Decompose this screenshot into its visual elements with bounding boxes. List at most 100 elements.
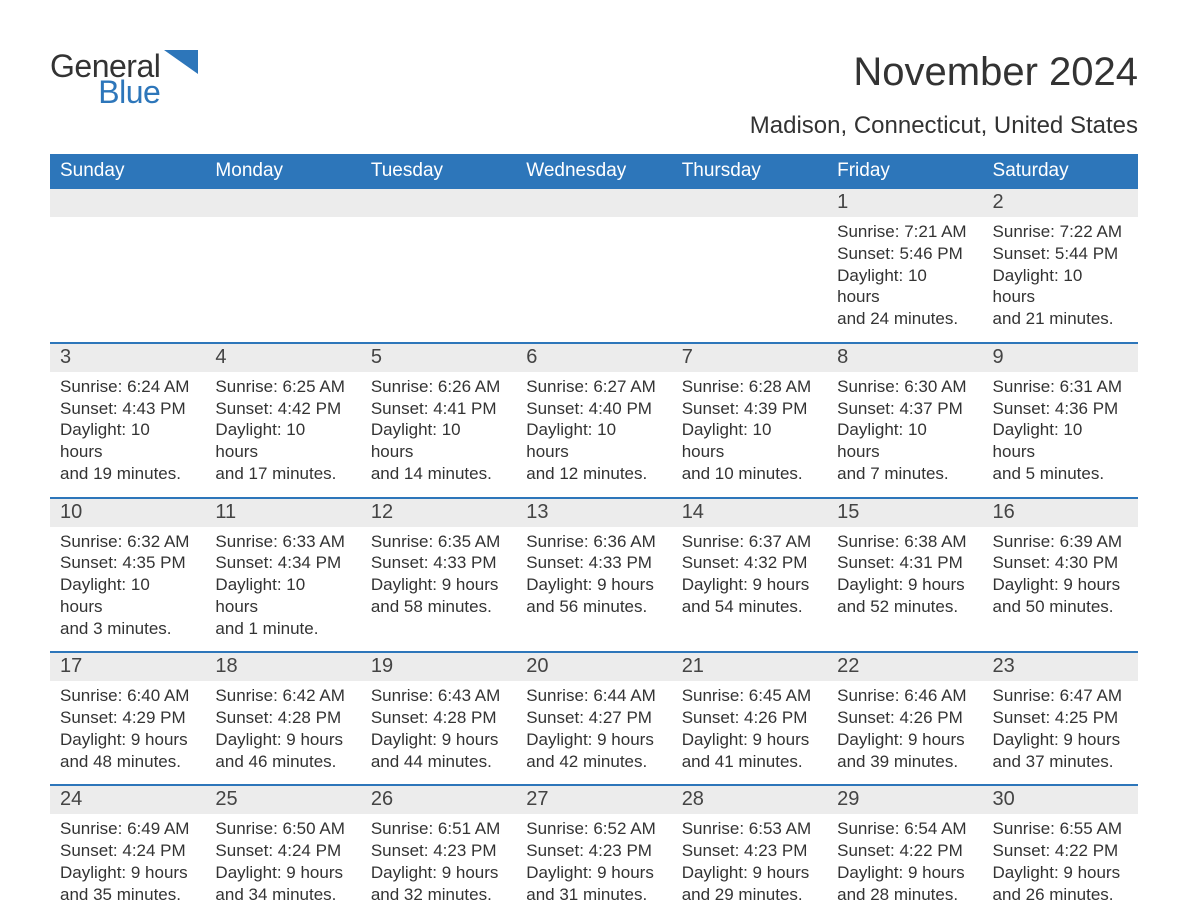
day-body: Sunrise: 6:45 AMSunset: 4:26 PMDaylight:… xyxy=(672,681,827,784)
day-cell: 4Sunrise: 6:25 AMSunset: 4:42 PMDaylight… xyxy=(205,344,360,497)
day-number: 17 xyxy=(60,655,82,677)
day-sunrise: Sunrise: 7:22 AM xyxy=(993,221,1128,243)
dow-friday: Friday xyxy=(827,154,982,189)
day-sunrise: Sunrise: 6:46 AM xyxy=(837,685,972,707)
day-body: Sunrise: 6:55 AMSunset: 4:22 PMDaylight:… xyxy=(983,814,1138,917)
day-cell: 20Sunrise: 6:44 AMSunset: 4:27 PMDayligh… xyxy=(516,653,671,784)
day-cell: 30Sunrise: 6:55 AMSunset: 4:22 PMDayligh… xyxy=(983,786,1138,917)
day-number: 3 xyxy=(60,346,71,368)
day-number: 22 xyxy=(837,655,859,677)
day-sunrise: Sunrise: 6:24 AM xyxy=(60,376,195,398)
day-daylight1: Daylight: 10 hours xyxy=(371,419,506,463)
day-body: Sunrise: 6:40 AMSunset: 4:29 PMDaylight:… xyxy=(50,681,205,784)
day-body: Sunrise: 6:36 AMSunset: 4:33 PMDaylight:… xyxy=(516,527,671,630)
day-number-bar: 1 xyxy=(827,189,982,217)
day-daylight1: Daylight: 9 hours xyxy=(371,729,506,751)
day-number: 5 xyxy=(371,346,382,368)
day-daylight1: Daylight: 9 hours xyxy=(993,574,1128,596)
day-sunset: Sunset: 4:42 PM xyxy=(215,398,350,420)
day-cell: 8Sunrise: 6:30 AMSunset: 4:37 PMDaylight… xyxy=(827,344,982,497)
day-sunrise: Sunrise: 6:52 AM xyxy=(526,818,661,840)
brand-mark-icon xyxy=(164,50,198,74)
day-number: 29 xyxy=(837,788,859,810)
day-number-bar: 17 xyxy=(50,653,205,681)
day-number: 24 xyxy=(60,788,82,810)
day-number-bar: 16 xyxy=(983,499,1138,527)
week-row: 1Sunrise: 7:21 AMSunset: 5:46 PMDaylight… xyxy=(50,189,1138,342)
day-body: Sunrise: 6:37 AMSunset: 4:32 PMDaylight:… xyxy=(672,527,827,630)
day-daylight1: Daylight: 9 hours xyxy=(215,729,350,751)
day-sunset: Sunset: 4:37 PM xyxy=(837,398,972,420)
day-number-bar: 11 xyxy=(205,499,360,527)
day-body: Sunrise: 6:46 AMSunset: 4:26 PMDaylight:… xyxy=(827,681,982,784)
day-daylight2: and 26 minutes. xyxy=(993,884,1128,906)
day-daylight1: Daylight: 10 hours xyxy=(60,419,195,463)
day-daylight1: Daylight: 9 hours xyxy=(837,574,972,596)
day-number-bar: 3 xyxy=(50,344,205,372)
day-number-bar: 9 xyxy=(983,344,1138,372)
day-cell: 19Sunrise: 6:43 AMSunset: 4:28 PMDayligh… xyxy=(361,653,516,784)
day-body: Sunrise: 6:25 AMSunset: 4:42 PMDaylight:… xyxy=(205,372,360,497)
day-daylight1: Daylight: 10 hours xyxy=(993,419,1128,463)
day-cell: 15Sunrise: 6:38 AMSunset: 4:31 PMDayligh… xyxy=(827,499,982,652)
day-daylight1: Daylight: 10 hours xyxy=(682,419,817,463)
brand-text: General Blue xyxy=(50,50,160,108)
day-number-bar: 27 xyxy=(516,786,671,814)
day-sunrise: Sunrise: 6:40 AM xyxy=(60,685,195,707)
day-daylight2: and 12 minutes. xyxy=(526,463,661,485)
day-number: 21 xyxy=(682,655,704,677)
day-sunrise: Sunrise: 6:51 AM xyxy=(371,818,506,840)
day-number: 26 xyxy=(371,788,393,810)
day-body: Sunrise: 6:24 AMSunset: 4:43 PMDaylight:… xyxy=(50,372,205,497)
day-number-bar: 6 xyxy=(516,344,671,372)
day-cell: 17 Sunrise: 6:40 AMSunset: 4:29 PMDayligh… xyxy=(50,653,205,784)
day-daylight2: and 35 minutes. xyxy=(60,884,195,906)
day-sunset: Sunset: 4:26 PM xyxy=(837,707,972,729)
day-sunrise: Sunrise: 6:45 AM xyxy=(682,685,817,707)
day-number: 14 xyxy=(682,501,704,523)
day-sunset: Sunset: 4:34 PM xyxy=(215,552,350,574)
day-number-bar: 22 xyxy=(827,653,982,681)
header-row: General Blue November 2024 xyxy=(50,50,1138,108)
day-daylight2: and 44 minutes. xyxy=(371,751,506,773)
week-row: 3 Sunrise: 6:24 AMSunset: 4:43 PMDaylight… xyxy=(50,342,1138,497)
day-sunrise: Sunrise: 6:50 AM xyxy=(215,818,350,840)
day-daylight2: and 34 minutes. xyxy=(215,884,350,906)
day-body: Sunrise: 6:51 AMSunset: 4:23 PMDaylight:… xyxy=(361,814,516,917)
day-daylight1: Daylight: 10 hours xyxy=(837,419,972,463)
day-sunset: Sunset: 4:41 PM xyxy=(371,398,506,420)
day-number: 6 xyxy=(526,346,537,368)
empty-day-bar xyxy=(672,189,827,217)
day-cell: 14 Sunrise: 6:37 AMSunset: 4:32 PMDayligh… xyxy=(672,499,827,652)
day-sunset: Sunset: 4:23 PM xyxy=(526,840,661,862)
day-number: 25 xyxy=(215,788,237,810)
dow-wednesday: Wednesday xyxy=(516,154,671,189)
day-number-bar: 20 xyxy=(516,653,671,681)
day-cell: 13Sunrise: 6:36 AMSunset: 4:33 PMDayligh… xyxy=(516,499,671,652)
day-daylight2: and 54 minutes. xyxy=(682,596,817,618)
day-sunrise: Sunrise: 6:36 AM xyxy=(526,531,661,553)
day-daylight2: and 58 minutes. xyxy=(371,596,506,618)
day-number: 9 xyxy=(993,346,1004,368)
day-number: 16 xyxy=(993,501,1015,523)
day-sunrise: Sunrise: 6:54 AM xyxy=(837,818,972,840)
day-daylight1: Daylight: 9 hours xyxy=(993,729,1128,751)
day-sunrise: Sunrise: 6:26 AM xyxy=(371,376,506,398)
week-row: 10Sunrise: 6:32 AMSunset: 4:35 PMDayligh… xyxy=(50,497,1138,652)
day-sunset: Sunset: 4:29 PM xyxy=(60,707,195,729)
day-number-bar: 10 xyxy=(50,499,205,527)
day-daylight1: Daylight: 10 hours xyxy=(215,574,350,618)
day-number-bar: 12 xyxy=(361,499,516,527)
day-daylight1: Daylight: 9 hours xyxy=(993,862,1128,884)
day-daylight2: and 41 minutes. xyxy=(682,751,817,773)
day-daylight1: Daylight: 9 hours xyxy=(526,862,661,884)
day-cell: 1Sunrise: 7:21 AMSunset: 5:46 PMDaylight… xyxy=(827,189,982,342)
day-daylight2: and 24 minutes. xyxy=(837,308,972,330)
day-number: 18 xyxy=(215,655,237,677)
day-body: Sunrise: 6:39 AMSunset: 4:30 PMDaylight:… xyxy=(983,527,1138,630)
day-sunset: Sunset: 4:28 PM xyxy=(371,707,506,729)
day-body: Sunrise: 6:43 AMSunset: 4:28 PMDaylight:… xyxy=(361,681,516,784)
day-sunrise: Sunrise: 6:32 AM xyxy=(60,531,195,553)
day-cell: 5 Sunrise: 6:26 AMSunset: 4:41 PMDaylight… xyxy=(361,344,516,497)
day-daylight1: Daylight: 10 hours xyxy=(993,265,1128,309)
